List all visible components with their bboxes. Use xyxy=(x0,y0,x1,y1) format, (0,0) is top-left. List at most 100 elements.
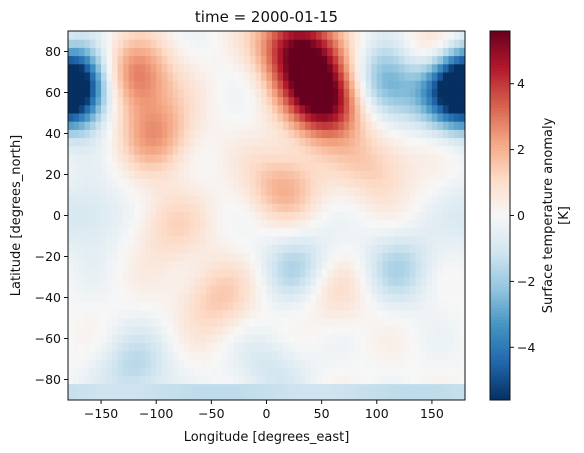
heatmap-cell xyxy=(365,203,372,212)
heatmap-cell xyxy=(260,285,267,294)
heatmap-cell xyxy=(161,359,168,368)
heatmap-cell xyxy=(376,268,383,278)
heatmap-cell xyxy=(249,236,256,245)
heatmap-cell xyxy=(360,219,367,229)
heatmap-cell xyxy=(205,195,212,204)
heatmap-cell xyxy=(73,203,80,212)
heatmap-cell xyxy=(299,121,306,130)
heatmap-cell xyxy=(112,309,119,319)
heatmap-cell xyxy=(442,154,449,163)
heatmap-cell xyxy=(431,244,438,253)
heatmap-cell xyxy=(183,211,190,221)
heatmap-cell xyxy=(398,80,405,89)
heatmap-cell xyxy=(222,268,229,278)
heatmap-cell xyxy=(277,359,284,368)
heatmap-cell xyxy=(310,31,317,40)
heatmap-cell xyxy=(161,63,168,73)
heatmap-cell xyxy=(156,326,163,335)
heatmap-cell xyxy=(338,293,345,303)
heatmap-cell xyxy=(222,318,229,327)
heatmap-cell xyxy=(277,260,284,270)
heatmap-cell xyxy=(238,244,245,253)
heatmap-cell xyxy=(305,236,312,245)
heatmap-cell xyxy=(294,367,301,376)
heatmap-cell xyxy=(172,227,179,237)
heatmap-cell xyxy=(343,162,350,171)
heatmap-cell xyxy=(437,277,444,286)
heatmap-cell xyxy=(172,326,179,335)
heatmap-cell xyxy=(95,350,102,360)
heatmap-cell xyxy=(227,72,234,81)
heatmap-cell xyxy=(305,137,312,147)
heatmap-cell xyxy=(283,326,290,335)
heatmap-cell xyxy=(238,63,245,73)
heatmap-cell xyxy=(172,137,179,147)
heatmap-cell xyxy=(376,219,383,229)
heatmap-cell xyxy=(360,154,367,163)
heatmap-cell xyxy=(178,318,185,327)
heatmap-cell xyxy=(376,88,383,98)
heatmap-cell xyxy=(128,178,135,188)
heatmap-cell xyxy=(117,309,124,319)
heatmap-cell xyxy=(448,178,455,188)
heatmap-cell xyxy=(343,383,350,393)
heatmap-cell xyxy=(101,96,108,106)
heatmap-cell xyxy=(288,285,295,294)
heatmap-cell xyxy=(437,121,444,130)
heatmap-cell xyxy=(387,72,394,81)
heatmap-cell xyxy=(106,145,113,155)
heatmap-cell xyxy=(272,63,279,73)
heatmap-cell xyxy=(150,350,157,360)
colorbar-segment xyxy=(490,77,510,81)
heatmap-cell xyxy=(426,293,433,303)
heatmap-cell xyxy=(283,39,290,48)
heatmap-cell xyxy=(277,88,284,98)
heatmap-cell xyxy=(398,309,405,319)
heatmap-cell xyxy=(117,301,124,311)
heatmap-cell xyxy=(376,72,383,81)
heatmap-cell xyxy=(453,367,460,376)
colorbar-segment xyxy=(490,190,510,195)
heatmap-cell xyxy=(189,227,196,237)
heatmap-cell xyxy=(393,195,400,204)
heatmap-cell xyxy=(222,285,229,294)
heatmap-cell xyxy=(349,211,356,221)
heatmap-cell xyxy=(332,186,339,196)
heatmap-cell xyxy=(448,211,455,221)
heatmap-cell xyxy=(382,195,389,204)
heatmap-cell xyxy=(134,227,141,237)
heatmap-cell xyxy=(128,227,135,237)
heatmap-cell xyxy=(294,47,301,57)
heatmap-cell xyxy=(145,170,152,180)
heatmap-cell xyxy=(354,47,361,57)
heatmap-cell xyxy=(244,63,251,73)
heatmap-cell xyxy=(79,186,86,196)
heatmap-cell xyxy=(112,326,119,335)
heatmap-cell xyxy=(354,55,361,65)
heatmap-cell xyxy=(321,285,328,294)
heatmap-cell xyxy=(156,137,163,147)
heatmap-cell xyxy=(128,47,135,57)
heatmap-cell xyxy=(189,162,196,171)
heatmap-cell xyxy=(260,39,267,48)
heatmap-cell xyxy=(349,195,356,204)
heatmap-cell xyxy=(128,318,135,327)
heatmap-cell xyxy=(283,113,290,122)
heatmap-cell xyxy=(310,301,317,311)
heatmap-cell xyxy=(172,170,179,180)
heatmap-cell xyxy=(227,227,234,237)
heatmap-cell xyxy=(216,129,223,139)
heatmap-cell xyxy=(249,334,256,344)
heatmap-cell xyxy=(156,104,163,114)
heatmap-cell xyxy=(260,72,267,81)
heatmap-cell xyxy=(442,96,449,106)
heatmap-cell xyxy=(112,350,119,360)
heatmap-cell xyxy=(409,326,416,335)
heatmap-cell xyxy=(354,203,361,212)
heatmap-cell xyxy=(101,318,108,327)
heatmap-cell xyxy=(277,375,284,385)
heatmap-cell xyxy=(260,55,267,65)
heatmap-cell xyxy=(305,195,312,204)
heatmap-cell xyxy=(288,55,295,65)
heatmap-cell xyxy=(288,342,295,352)
